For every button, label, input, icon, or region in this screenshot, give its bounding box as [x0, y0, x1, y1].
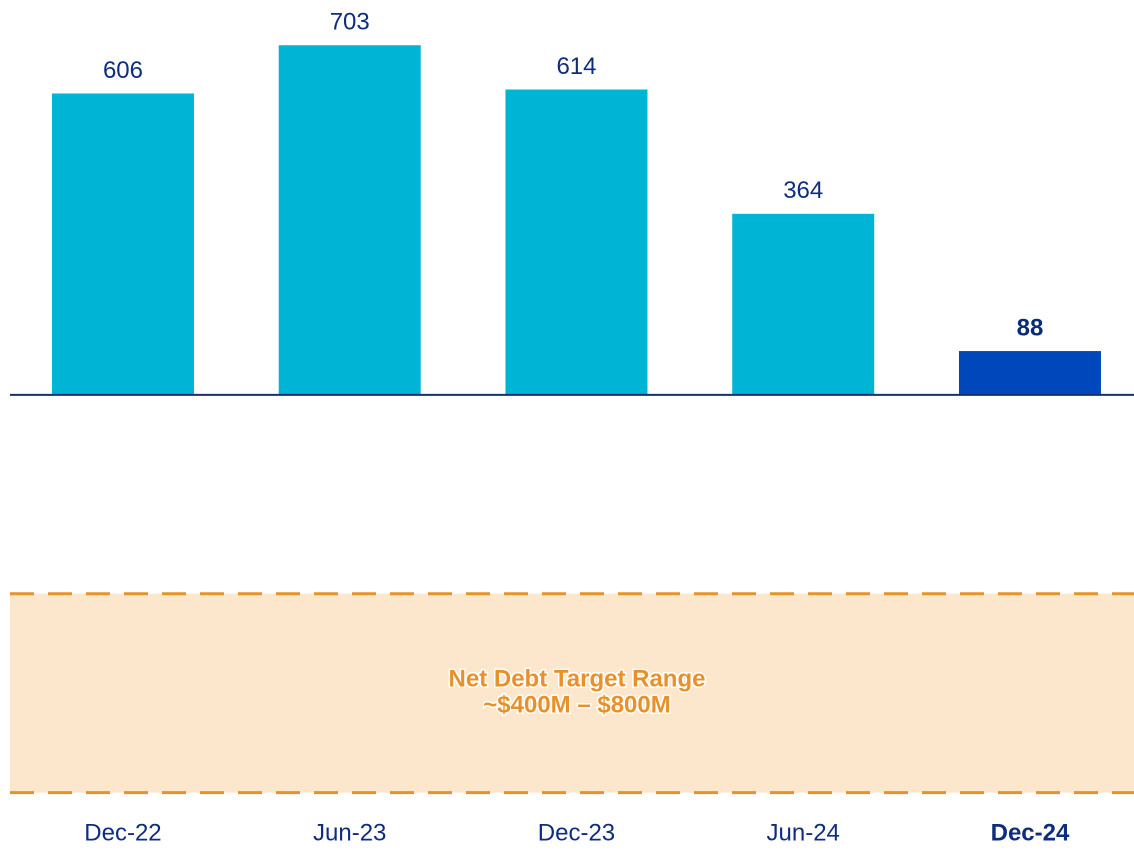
bar: [505, 89, 648, 395]
bar: [278, 45, 421, 395]
value-label: 614: [556, 53, 596, 80]
bar: [958, 351, 1101, 395]
bar: [732, 213, 875, 395]
x-tick-label: Jun-24: [767, 819, 840, 846]
x-tick-label: Dec-24: [991, 819, 1070, 846]
x-tick-label: Dec-23: [538, 819, 615, 846]
band-label: ~$400M – $800M: [483, 692, 670, 719]
value-label: 606: [103, 57, 143, 84]
value-label: 88: [1017, 314, 1044, 341]
value-label: 364: [783, 177, 823, 204]
x-tick-label: Jun-23: [313, 819, 386, 846]
bar: [51, 93, 194, 395]
x-tick-label: Dec-22: [84, 819, 161, 846]
target-band: [10, 593, 1134, 793]
value-label: 703: [330, 9, 370, 36]
band-label: Net Debt Target Range: [449, 666, 706, 693]
